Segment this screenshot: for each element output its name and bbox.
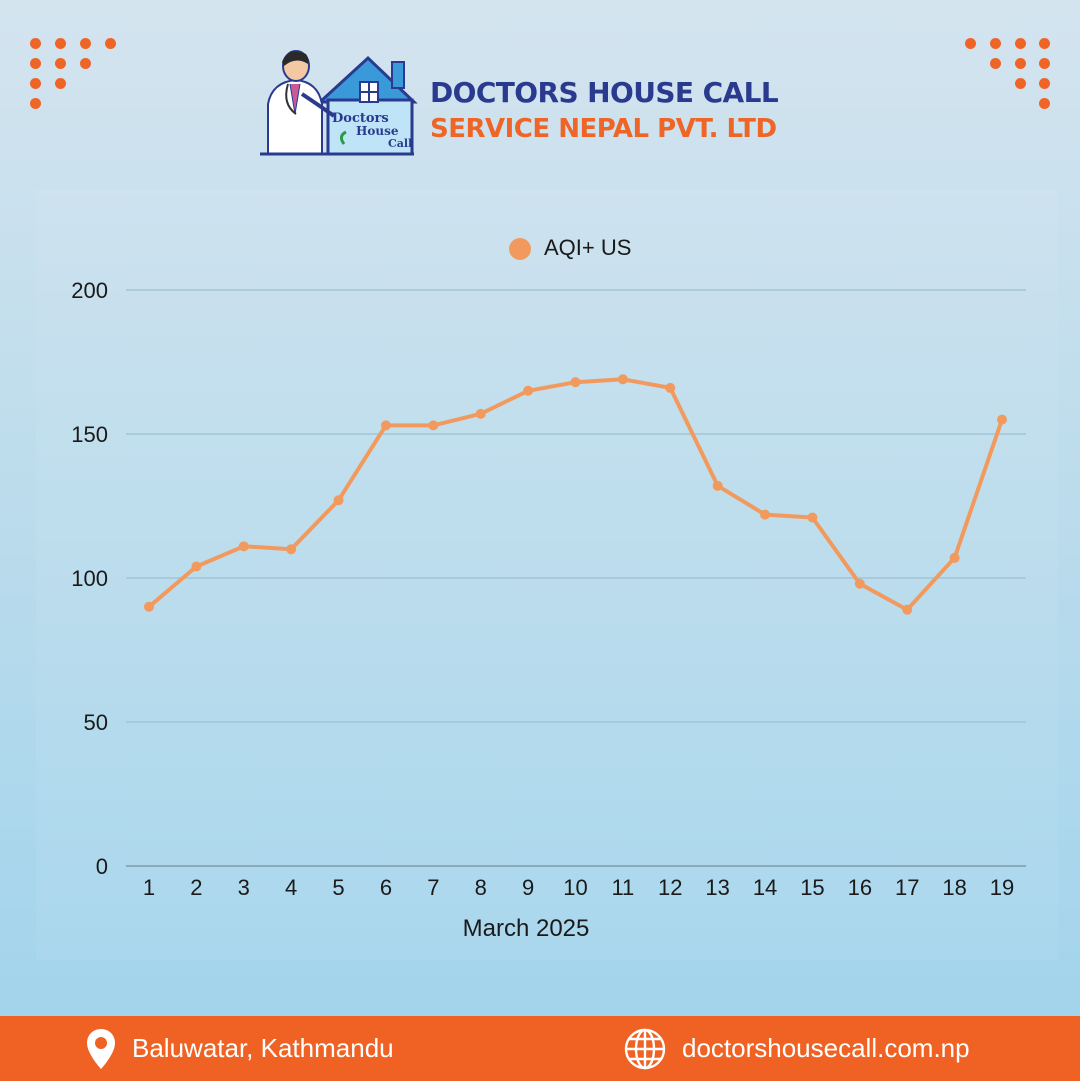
logo-emblem-word-3: Call (388, 137, 412, 150)
brand-name-line-1: DOCTORS HOUSE CALL (430, 76, 779, 109)
x-tick-label: 14 (753, 875, 777, 900)
data-point (191, 561, 202, 572)
x-tick-label: 17 (895, 875, 919, 900)
x-tick-label: 19 (990, 875, 1014, 900)
y-tick-label: 0 (96, 854, 108, 879)
data-point (997, 414, 1007, 425)
x-tick-label: 6 (380, 875, 392, 900)
x-tick-label: 3 (238, 875, 250, 900)
x-tick-label: 2 (190, 875, 202, 900)
logo-emblem-word-1: Doctors (332, 111, 389, 126)
data-point (665, 382, 676, 393)
website-link[interactable]: doctorshousecall.com.np (682, 1033, 970, 1063)
x-axis-title: March 2025 (463, 915, 590, 942)
data-point (286, 544, 297, 555)
y-tick-label: 100 (71, 566, 108, 591)
data-point (807, 512, 818, 523)
chart-series (144, 374, 1007, 615)
data-point (144, 601, 154, 612)
data-point (854, 578, 865, 589)
logo-emblem-word-2: House (356, 124, 399, 138)
data-point (760, 509, 771, 520)
x-tick-label: 4 (285, 875, 297, 900)
y-tick-label: 50 (84, 710, 108, 735)
x-tick-label: 15 (800, 875, 824, 900)
x-tick-label: 5 (332, 875, 344, 900)
footer-website[interactable]: doctorshousecall.com.np (624, 1016, 970, 1081)
data-point (523, 385, 534, 396)
globe-icon (624, 1028, 666, 1069)
x-tick-label: 13 (705, 875, 729, 900)
x-tick-label: 10 (563, 875, 587, 900)
data-point (475, 408, 486, 419)
data-point (333, 495, 344, 506)
chart-legend: AQI+ US (509, 235, 631, 260)
data-point (570, 377, 581, 388)
x-tick-label: 12 (658, 875, 682, 900)
x-tick-label: 11 (611, 875, 634, 900)
data-point (380, 420, 391, 431)
x-tick-label: 8 (475, 875, 487, 900)
chart-gridlines (126, 289, 1026, 867)
map-pin-icon (87, 1028, 115, 1069)
y-tick-label: 200 (71, 278, 108, 303)
data-point (902, 604, 913, 615)
doctor-house-logo-icon: Doctors House Call (260, 50, 418, 156)
data-point (712, 480, 723, 491)
y-axis-ticks: 0 50 100 150 200 (71, 278, 108, 879)
decorative-dots-left (30, 38, 130, 118)
x-tick-label: 7 (427, 875, 439, 900)
data-point (428, 420, 439, 431)
aqi-chart-panel: 0 50 100 150 200 1 2 3 4 5 6 7 8 9 10 11 12 13 14 15 16 17 18… (36, 190, 1058, 960)
brand-name-line-2: SERVICE NEPAL PVT. LTD (430, 114, 777, 144)
x-tick-label: 1 (143, 875, 155, 900)
data-point (238, 541, 249, 552)
decorative-dots-right (955, 38, 1055, 118)
series-line-aqi (147, 377, 1004, 612)
location-text: Baluwatar, Kathmandu (132, 1033, 394, 1063)
data-point (617, 374, 628, 385)
data-point (949, 552, 960, 563)
legend-marker-aqi (509, 238, 531, 260)
x-tick-label: 16 (848, 875, 872, 900)
x-axis-ticks: 1 2 3 4 5 6 7 8 9 10 11 12 13 14 15 16 17 18 19 (143, 875, 1014, 900)
x-tick-label: 9 (522, 875, 534, 900)
footer-bar: Baluwatar, Kathmandu doctorshousecall.co… (0, 1016, 1080, 1081)
y-tick-label: 150 (71, 422, 108, 447)
company-logo: Doctors House Call DOCTORS HOUSE CALL SE… (260, 44, 820, 159)
legend-label-aqi: AQI+ US (544, 235, 631, 260)
footer-location: Baluwatar, Kathmandu (86, 1016, 394, 1081)
x-tick-label: 18 (942, 875, 966, 900)
